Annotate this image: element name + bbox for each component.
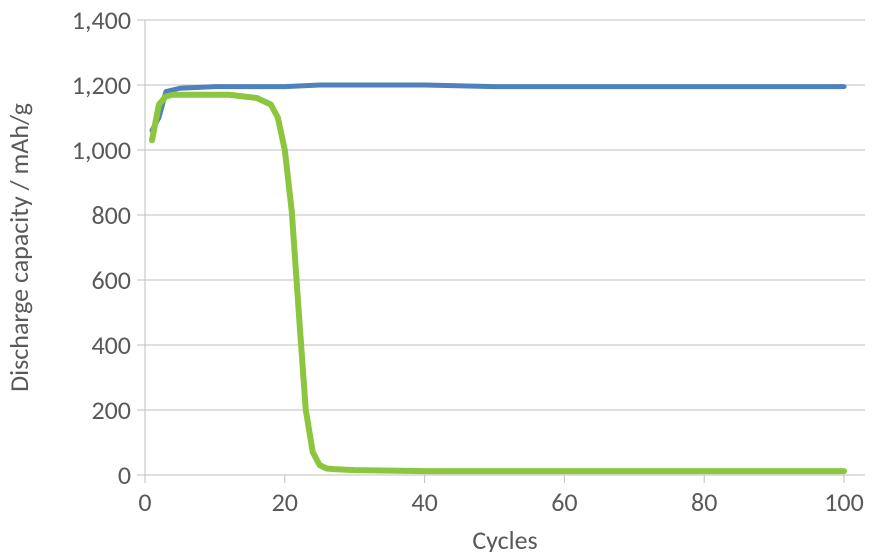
x-tick-label: 100 bbox=[824, 486, 864, 518]
y-axis-label: Discharge capacity / mAh/g bbox=[3, 103, 35, 392]
x-tick-label: 40 bbox=[411, 486, 437, 518]
x-tick-label: 0 bbox=[138, 486, 151, 518]
y-tick-label: 400 bbox=[91, 329, 131, 361]
y-tick-label: 1,000 bbox=[72, 134, 131, 166]
x-axis-label: Cycles bbox=[472, 524, 537, 552]
chart-container: 0 20 40 60 80 100 0 200 400 600 800 1,000 1,200 1,400… bbox=[0, 0, 882, 552]
y-tick-label: 600 bbox=[91, 264, 131, 296]
line-chart: 0 20 40 60 80 100 0 200 400 600 800 1,000 1,200 1,400… bbox=[0, 0, 882, 552]
x-tick-label: 80 bbox=[691, 486, 717, 518]
y-tick-label: 1,400 bbox=[72, 4, 131, 36]
y-tick-label: 1,200 bbox=[72, 69, 131, 101]
y-tick-label: 200 bbox=[91, 394, 131, 426]
y-tick-label: 0 bbox=[118, 459, 131, 491]
x-tick-label: 20 bbox=[272, 486, 298, 518]
x-tick-label: 60 bbox=[551, 486, 577, 518]
y-tick-label: 800 bbox=[91, 199, 131, 231]
